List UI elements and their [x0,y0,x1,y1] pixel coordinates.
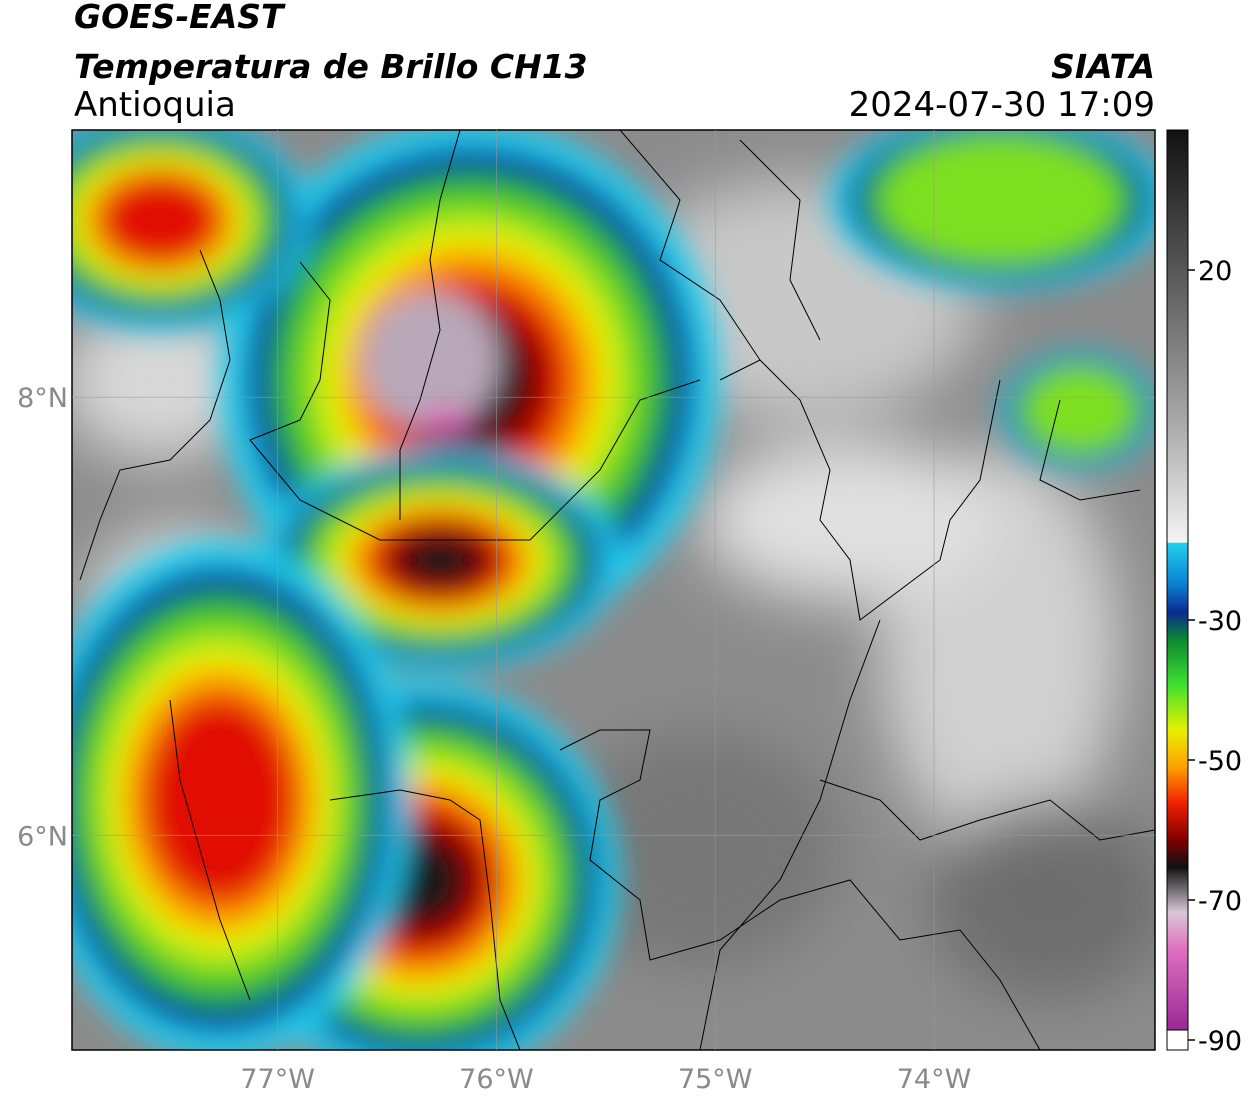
cloud-ring [881,137,1119,263]
source: SIATA [1051,47,1155,86]
x-tick-label: 76°W [459,1064,534,1095]
cloud-top [360,290,500,430]
x-tick-label: 74°W [897,1064,972,1095]
satellite-image [72,130,1155,1050]
colorbar-tick-label: -90 [1198,1026,1242,1057]
y-tick-label: 6°N [17,821,68,852]
colorbar-extension [1166,1029,1189,1051]
borders [79,130,1155,1050]
colorbar-tick-label: 20 [1198,256,1232,287]
cloud-top [420,408,470,432]
colorbar-tick-label: -50 [1198,746,1242,777]
cloud-ring [144,696,296,904]
x-tick-label: 75°W [678,1064,753,1095]
region: Antioquia [74,85,236,125]
timestamp: 2024-07-30 17:09 [849,85,1155,125]
y-tick-label: 8°N [17,383,68,414]
map-frame [71,129,1156,1051]
x-tick-label: 77°W [240,1064,315,1095]
cloud-ring [100,176,220,264]
cloud-ring [1024,368,1136,452]
colorbar-tick-label: -30 [1198,606,1242,637]
colorbar-tick-label: -70 [1198,886,1242,917]
subtitle: Temperatura de Brillo CH13 [74,47,588,86]
title: GOES-EAST [74,0,286,36]
colorbar [1166,129,1189,1041]
cloud-ring [404,538,476,582]
